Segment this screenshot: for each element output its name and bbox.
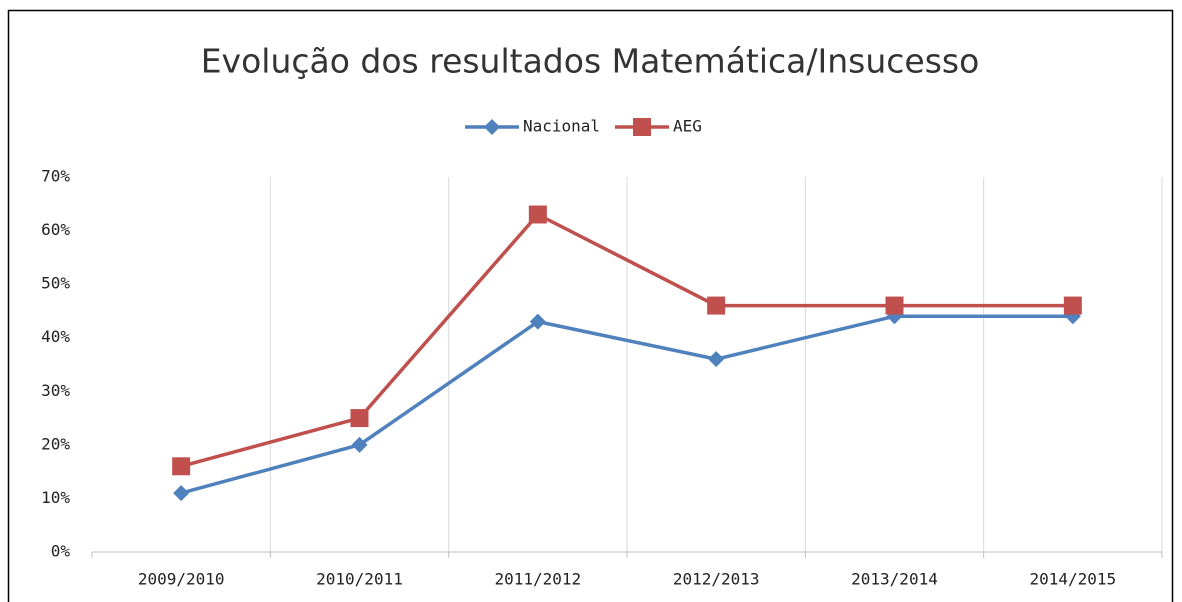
y-tick-label: 10%	[41, 488, 70, 507]
data-point	[529, 313, 546, 330]
data-point	[1063, 296, 1082, 315]
x-tick-label: 2010/2011	[316, 570, 403, 589]
x-tick-label: 2013/2014	[851, 570, 938, 589]
data-point	[708, 351, 725, 368]
data-point	[172, 457, 191, 476]
y-tick-label: 0%	[51, 542, 71, 561]
data-point	[350, 409, 369, 428]
y-tick-label: 40%	[41, 327, 70, 346]
legend-marker	[633, 118, 651, 136]
data-point	[528, 205, 547, 224]
series-line	[180, 212, 1073, 468]
chart-title: Evolução dos resultados Matemática/Insuc…	[201, 42, 980, 81]
y-tick-label: 70%	[41, 167, 70, 186]
legend-marker	[484, 119, 500, 135]
x-tick-label: 2014/2015	[1029, 570, 1116, 589]
legend-label: AEG	[673, 117, 702, 136]
data-point	[885, 296, 904, 315]
y-tick-label: 30%	[41, 381, 70, 400]
data-point	[351, 436, 368, 453]
y-tick-label: 20%	[41, 434, 70, 453]
series-line	[180, 314, 1073, 495]
x-tick-label: 2012/2013	[673, 570, 760, 589]
legend-label: Nacional	[523, 117, 600, 136]
x-tick-label: 2011/2012	[494, 570, 581, 589]
x-tick-label: 2009/2010	[138, 570, 225, 589]
y-tick-label: 60%	[41, 220, 70, 239]
y-tick-label: 50%	[41, 274, 70, 293]
data-point	[173, 485, 190, 502]
data-point	[707, 296, 726, 315]
